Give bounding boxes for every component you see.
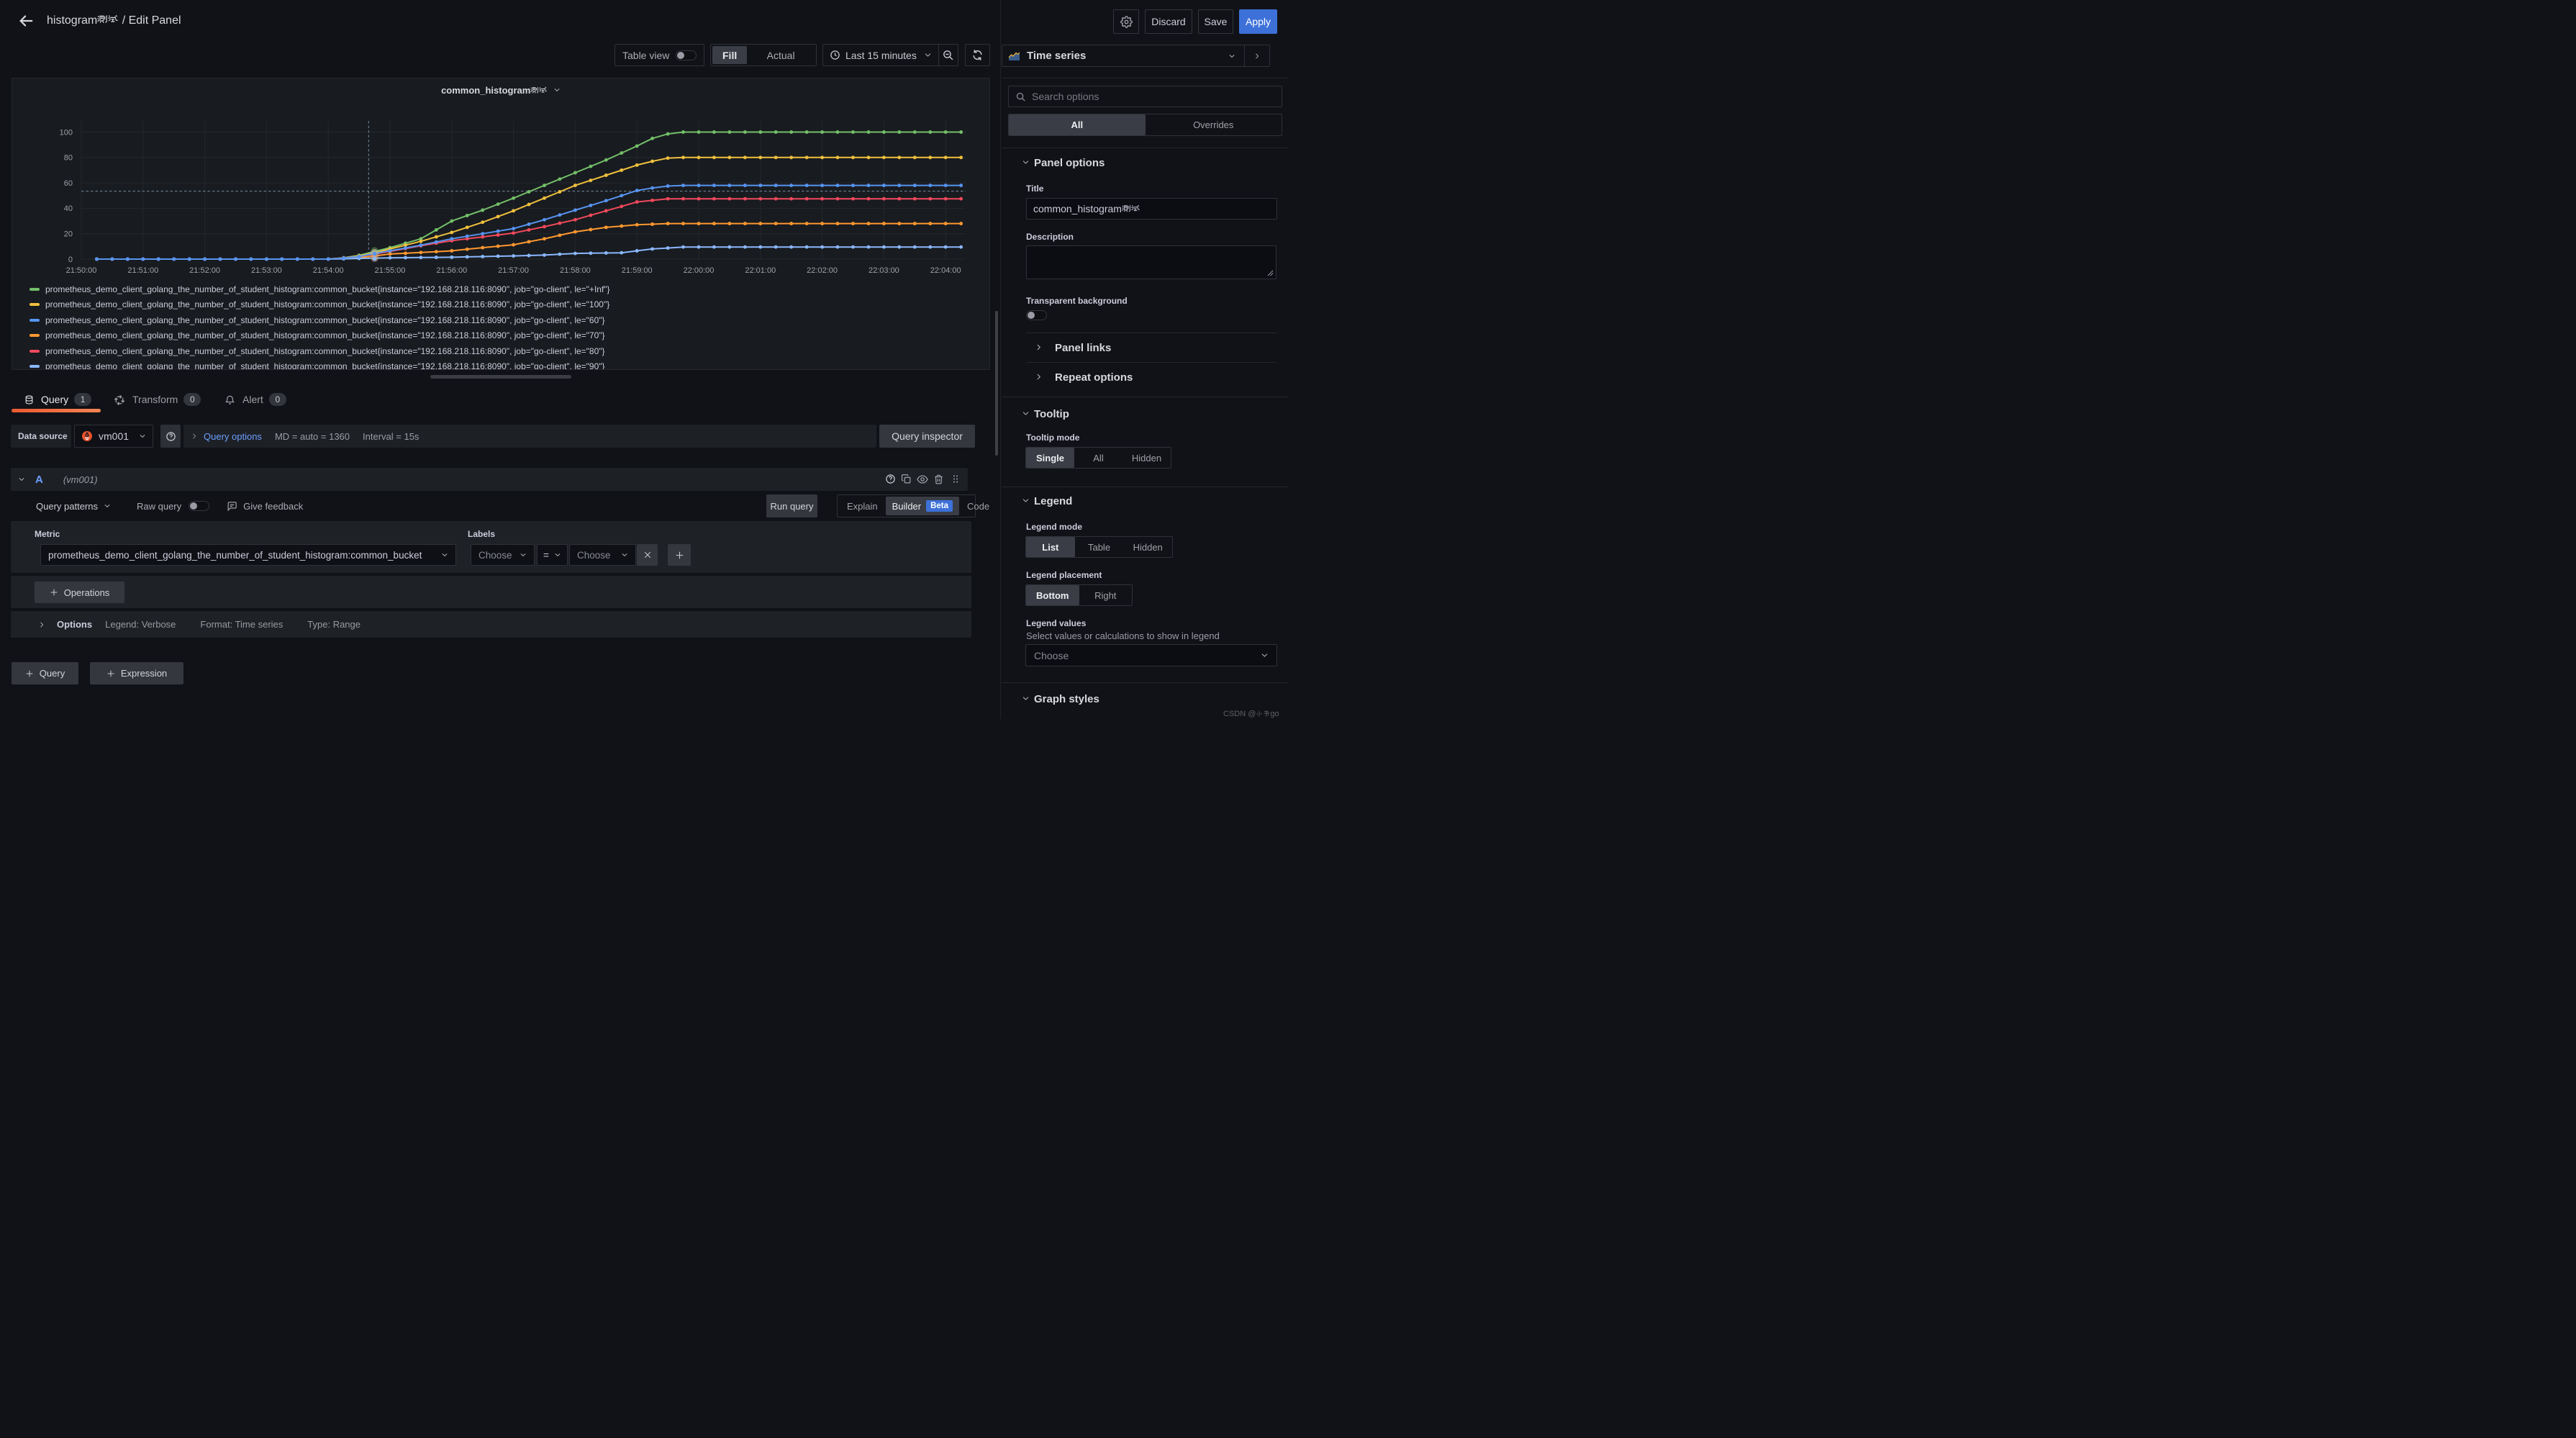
svg-text:22:02:00: 22:02:00 — [807, 266, 838, 275]
svg-text:21:58:00: 21:58:00 — [560, 266, 591, 275]
svg-text:21:52:00: 21:52:00 — [189, 266, 220, 275]
svg-text:21:50:00: 21:50:00 — [66, 266, 97, 275]
svg-text:22:01:00: 22:01:00 — [745, 266, 776, 275]
svg-text:22:00:00: 22:00:00 — [684, 266, 715, 275]
svg-text:21:59:00: 21:59:00 — [622, 266, 653, 275]
svg-text:21:53:00: 21:53:00 — [251, 266, 282, 275]
svg-text:60: 60 — [64, 179, 73, 188]
svg-text:21:51:00: 21:51:00 — [127, 266, 158, 275]
svg-text:0: 0 — [68, 256, 73, 264]
svg-text:21:54:00: 21:54:00 — [313, 266, 344, 275]
svg-text:20: 20 — [64, 230, 73, 239]
svg-text:21:57:00: 21:57:00 — [498, 266, 529, 275]
svg-text:40: 40 — [64, 204, 73, 213]
svg-text:22:03:00: 22:03:00 — [869, 266, 899, 275]
svg-text:80: 80 — [64, 154, 73, 163]
svg-text:21:55:00: 21:55:00 — [375, 266, 406, 275]
svg-text:22:04:00: 22:04:00 — [930, 266, 961, 275]
svg-text:100: 100 — [60, 128, 73, 137]
svg-text:21:56:00: 21:56:00 — [436, 266, 467, 275]
